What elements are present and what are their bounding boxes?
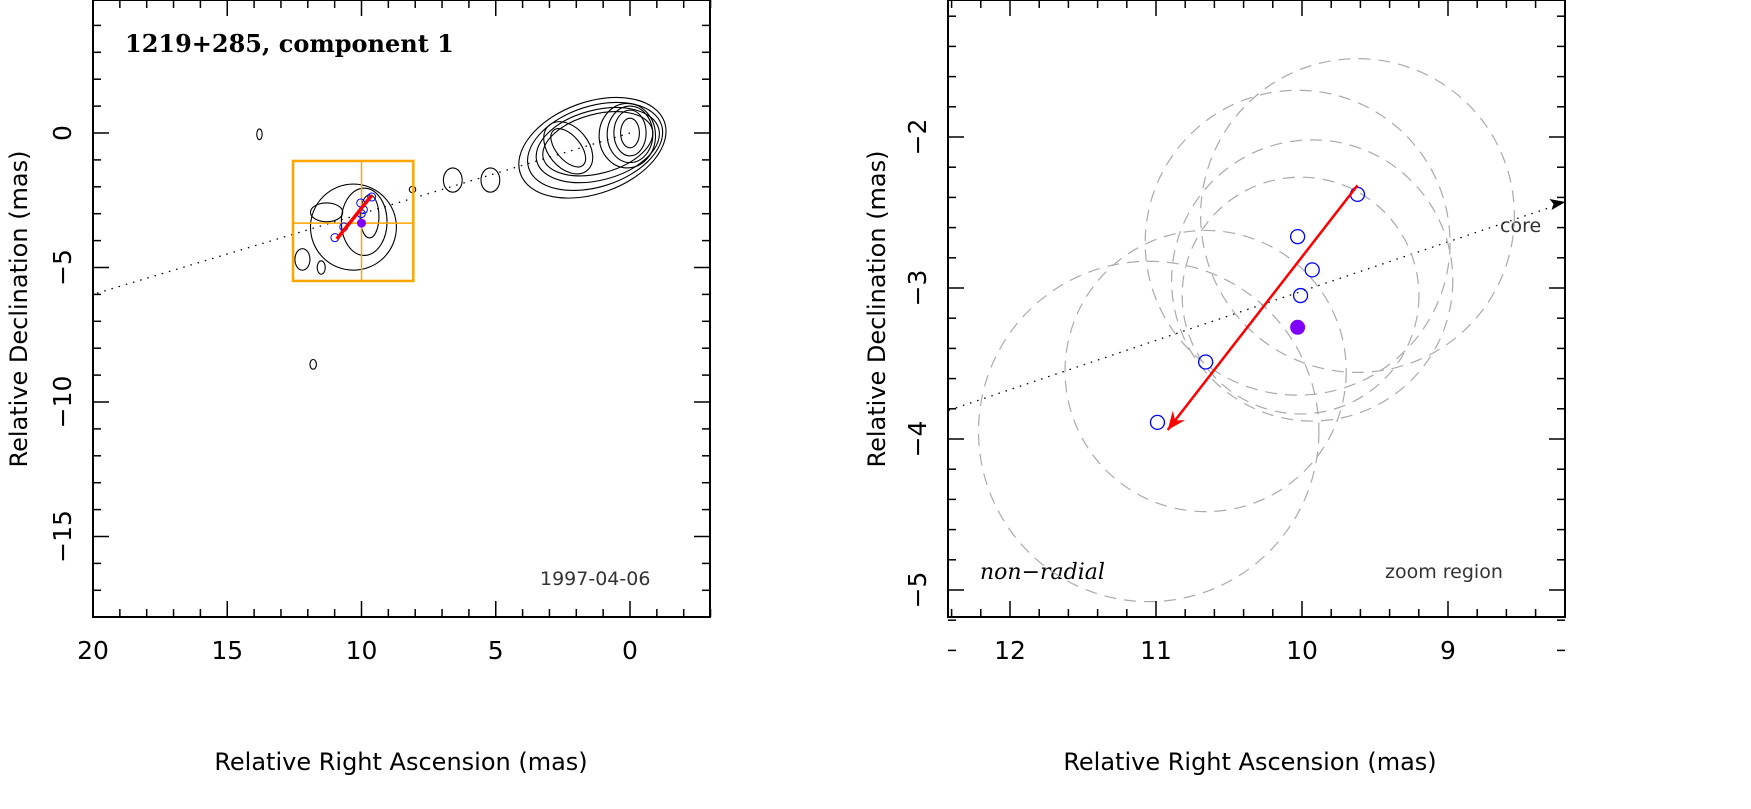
y-tick-label: −15 <box>48 510 77 563</box>
contour <box>309 202 344 223</box>
mean-point <box>357 218 366 228</box>
plot-frame <box>92 0 711 618</box>
component-point <box>1149 414 1166 431</box>
y-tick-label: −5 <box>903 572 932 609</box>
x-axis-label: Relative Right Ascension (mas) <box>214 748 587 776</box>
component-point <box>1304 262 1320 278</box>
core-arrowhead <box>1549 198 1565 210</box>
error-circle <box>1171 139 1454 422</box>
y-axis-label: Relative Declination (mas) <box>5 150 33 467</box>
y-tick-label: −2 <box>903 119 932 156</box>
x-tick-label: 5 <box>488 636 504 665</box>
component-point <box>1292 287 1309 304</box>
contour <box>550 128 587 168</box>
error-circle <box>1199 58 1515 374</box>
plot-area <box>93 96 667 370</box>
x-tick-label: 20 <box>77 636 109 665</box>
motion-vector <box>335 194 374 241</box>
contour <box>294 248 311 271</box>
overview-panel: 1219+285, component 1 1997-04-06 Relativ… <box>5 0 712 776</box>
error-circle <box>977 260 1320 603</box>
x-tick-label: 12 <box>994 636 1026 665</box>
motion-vector <box>1166 184 1359 431</box>
x-tick-label: 9 <box>1440 636 1456 665</box>
contour <box>442 167 463 193</box>
contour <box>518 96 667 199</box>
contour <box>526 101 664 192</box>
x-axis-label: Relative Right Ascension (mas) <box>1063 748 1436 776</box>
error-circle <box>1181 176 1420 415</box>
x-tick-label: 10 <box>346 636 378 665</box>
x-tick-label: 15 <box>211 636 243 665</box>
y-tick-label: 0 <box>48 125 77 141</box>
y-axis-label: Relative Declination (mas) <box>863 150 891 467</box>
y-tick-label: −3 <box>903 270 932 307</box>
y-tick-label: −5 <box>48 249 77 286</box>
core-label: core <box>1500 215 1541 237</box>
contour <box>535 107 660 184</box>
contour <box>256 128 263 141</box>
contour <box>309 358 317 370</box>
contour <box>309 183 397 271</box>
contour <box>542 111 654 177</box>
zoom-region-label: zoom region <box>1385 561 1503 583</box>
plot-frame <box>947 0 1566 618</box>
contour <box>316 260 326 275</box>
y-tick-label: −4 <box>903 421 932 458</box>
contour <box>359 194 380 239</box>
x-tick-label: 10 <box>1286 636 1318 665</box>
component-point <box>367 192 377 202</box>
contour <box>620 117 640 149</box>
motion-arrowhead <box>1167 410 1186 430</box>
mean-point <box>1290 319 1306 335</box>
epoch-label: 1997-04-06 <box>540 568 650 590</box>
ridge-line <box>948 204 1558 411</box>
component-point <box>1197 354 1214 370</box>
contour <box>480 167 501 193</box>
zoom-panel: non−radial zoom region core Relative Rig… <box>863 0 1566 776</box>
x-tick-label: 0 <box>622 636 638 665</box>
y-tick-label: −10 <box>48 376 77 429</box>
panel-title: 1219+285, component 1 <box>125 29 454 58</box>
contour <box>340 187 388 256</box>
component-point <box>1289 229 1306 245</box>
error-circle <box>1064 229 1347 513</box>
contour <box>613 109 647 157</box>
zoom-box <box>291 159 415 283</box>
x-tick-label: 11 <box>1140 636 1172 665</box>
plot-area <box>948 58 1565 603</box>
